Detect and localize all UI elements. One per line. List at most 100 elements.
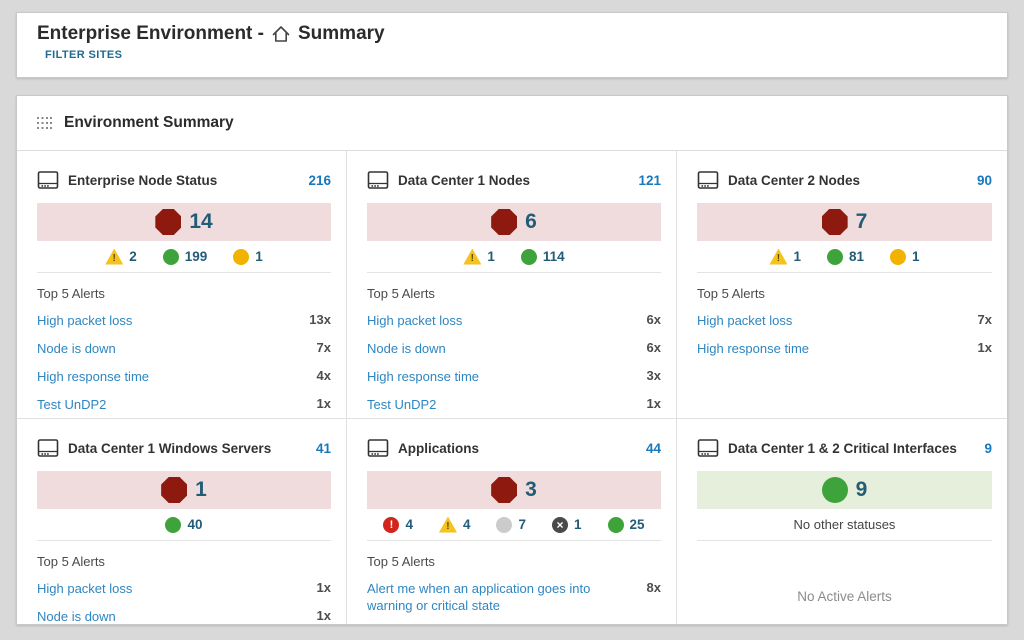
alert-count: 7x xyxy=(316,340,331,355)
circle-external-icon xyxy=(233,248,250,265)
main-status-band[interactable]: 6 xyxy=(367,203,661,241)
status-item[interactable]: 1 xyxy=(233,248,263,265)
summary-card: Data Center 2 Nodes 90 7 ! 1 81 1 Top 5 Ale… xyxy=(677,151,1007,418)
main-status-band[interactable]: 1 xyxy=(37,471,331,509)
drag-handle-icon[interactable] xyxy=(37,117,52,129)
status-count: 1 xyxy=(912,249,920,264)
triangle-warning-icon: ! xyxy=(438,516,457,533)
card-total-count[interactable]: 9 xyxy=(984,440,992,456)
page-title: Enterprise Environment - Summary xyxy=(37,23,987,45)
summary-card: Data Center 1 Windows Servers 41 1 40 To… xyxy=(17,418,347,624)
octagon-down-icon xyxy=(821,209,848,235)
card-title: Enterprise Node Status xyxy=(68,172,218,188)
circle-up-icon xyxy=(826,248,843,265)
status-item[interactable]: ! 4 xyxy=(438,516,470,533)
filter-sites-link[interactable]: FILTER SITES xyxy=(45,49,123,61)
card-title: Data Center 1 & 2 Critical Interfaces xyxy=(728,440,957,456)
status-count: 1 xyxy=(255,249,263,264)
status-count: 1 xyxy=(487,249,495,264)
alert-count: 1x xyxy=(316,608,331,623)
alert-count: 8x xyxy=(646,580,661,595)
status-item[interactable]: ! 4 xyxy=(383,516,413,533)
card-header: Enterprise Node Status 216 xyxy=(37,163,331,197)
status-item[interactable]: 7 xyxy=(496,516,526,533)
status-item[interactable]: ! 1 xyxy=(463,248,495,265)
alerts-section: Top 5 Alerts Alert me when an application… xyxy=(367,554,661,614)
status-count: 2 xyxy=(129,249,137,264)
top-alerts-title: Top 5 Alerts xyxy=(367,286,435,301)
card-title: Data Center 1 Windows Servers xyxy=(68,440,272,456)
card-total-count[interactable]: 41 xyxy=(315,440,331,456)
main-status-count: 9 xyxy=(855,478,868,501)
alert-link[interactable]: Node is down xyxy=(367,341,446,356)
alert-link[interactable]: High response time xyxy=(697,341,809,356)
summary-card: Data Center 1 Nodes 121 6 ! 1 114 Top 5 Al… xyxy=(347,151,677,418)
status-item[interactable]: × 1 xyxy=(552,516,582,533)
status-count: 81 xyxy=(848,249,865,264)
octagon-down-icon xyxy=(491,209,518,235)
summary-card: Data Center 1 & 2 Critical Interfaces 9 … xyxy=(677,418,1007,624)
alerts-section: Top 5 Alerts High packet loss 13x Node is d… xyxy=(37,286,331,413)
card-title: Data Center 2 Nodes xyxy=(728,172,861,188)
status-item[interactable]: 114 xyxy=(520,248,565,265)
octagon-down-icon xyxy=(161,477,188,503)
triangle-warning-icon: ! xyxy=(105,248,124,265)
alert-row: Test UnDP2 1x xyxy=(37,396,331,413)
alerts-section: No Active Alerts xyxy=(697,589,992,604)
alert-row: High response time 4x xyxy=(37,368,331,385)
main-status-band[interactable]: 9 xyxy=(697,471,992,509)
alert-count: 6x xyxy=(646,340,661,355)
alert-row: Node is down 6x xyxy=(367,340,661,357)
status-count: 4 xyxy=(405,517,413,532)
status-item[interactable]: 40 xyxy=(165,516,203,533)
triangle-warning-icon: ! xyxy=(769,248,788,265)
alert-count: 1x xyxy=(646,396,661,411)
top-alerts-title: Top 5 Alerts xyxy=(37,286,105,301)
alert-link[interactable]: Alert me when an application goes into w… xyxy=(367,581,591,613)
status-item[interactable]: ! 1 xyxy=(769,248,801,265)
octagon-down-icon xyxy=(155,209,182,235)
status-count: 40 xyxy=(187,517,203,532)
page-title-prefix: Enterprise Environment - xyxy=(37,23,264,44)
card-total-count[interactable]: 121 xyxy=(638,172,661,188)
alert-row: High packet loss 6x xyxy=(367,312,661,329)
panel-title: Environment Summary xyxy=(64,114,234,131)
home-icon xyxy=(271,24,291,44)
status-item[interactable]: 199 xyxy=(162,248,208,265)
top-alerts-title: Top 5 Alerts xyxy=(367,554,435,569)
status-item[interactable]: ! 2 xyxy=(105,248,137,265)
status-item[interactable]: 81 xyxy=(826,248,865,265)
card-total-count[interactable]: 90 xyxy=(976,172,992,188)
main-status-count: 14 xyxy=(189,210,213,233)
card-header: Data Center 1 & 2 Critical Interfaces 9 xyxy=(697,431,992,465)
top-alerts-title: Top 5 Alerts xyxy=(37,554,105,569)
card-total-count[interactable]: 44 xyxy=(645,440,661,456)
card-total-count[interactable]: 216 xyxy=(308,172,331,188)
alert-link[interactable]: Test UnDP2 xyxy=(367,397,437,412)
alert-link[interactable]: Test UnDP2 xyxy=(37,397,107,412)
alert-link[interactable]: High response time xyxy=(367,369,479,384)
status-item[interactable]: 1 xyxy=(890,248,920,265)
main-status-band[interactable]: 14 xyxy=(37,203,331,241)
circle-up-icon xyxy=(607,516,624,533)
alert-link[interactable]: High packet loss xyxy=(37,313,133,328)
main-status-band[interactable]: 3 xyxy=(367,471,661,509)
circle-up-icon xyxy=(520,248,537,265)
status-item[interactable]: 25 xyxy=(607,516,645,533)
card-header: Data Center 1 Windows Servers 41 xyxy=(37,431,331,465)
octagon-down-icon xyxy=(491,477,518,503)
alert-link[interactable]: High packet loss xyxy=(697,313,793,328)
triangle-warning-icon: ! xyxy=(463,248,482,265)
node-widget-icon xyxy=(697,169,719,191)
main-status-band[interactable]: 7 xyxy=(697,203,992,241)
alert-link[interactable]: Node is down xyxy=(37,609,116,624)
alert-link[interactable]: High response time xyxy=(37,369,149,384)
alert-link[interactable]: High packet loss xyxy=(367,313,463,328)
alert-link[interactable]: Node is down xyxy=(37,341,116,356)
status-count: 199 xyxy=(184,249,208,264)
alert-link[interactable]: High packet loss xyxy=(37,581,133,596)
alert-row: High packet loss 7x xyxy=(697,312,992,329)
card-header: Applications 44 xyxy=(367,431,661,465)
alert-count: 1x xyxy=(316,580,331,595)
alert-count: 7x xyxy=(977,312,992,327)
